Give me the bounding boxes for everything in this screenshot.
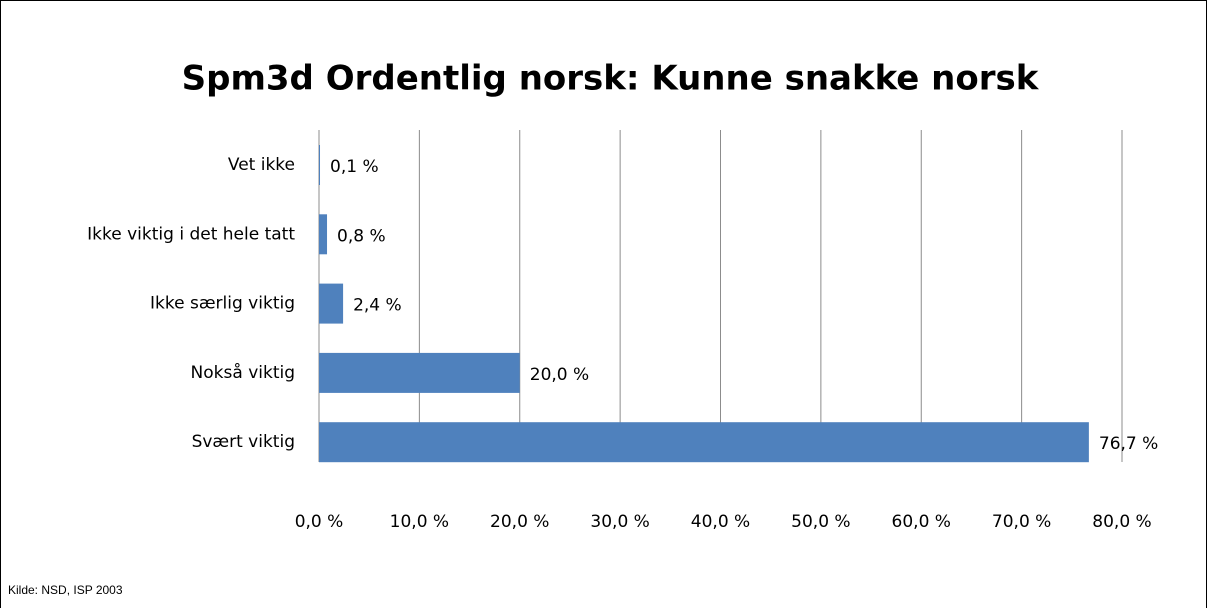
bar [319,145,321,185]
source-note: Kilde: NSD, ISP 2003 [8,583,123,597]
bar [319,352,520,393]
y-tick-label: Nokså viktig [191,362,295,383]
x-tick-label: 40,0 % [691,512,750,532]
value-label: 76,7 % [1099,434,1158,454]
bar [319,283,344,324]
x-tick-label: 10,0 % [390,512,449,532]
x-tick-label: 20,0 % [490,512,549,532]
value-label: 2,4 % [353,296,402,316]
x-tick-label: 0,0 % [295,512,344,532]
x-tick-label: 30,0 % [590,512,649,532]
value-label: 0,8 % [337,226,386,246]
y-tick-label: Svært viktig [192,432,295,452]
value-label: 20,0 % [530,365,589,385]
x-tick-label: 70,0 % [992,512,1051,532]
chart-title: Spm3d Ordentlig norsk: Kunne snakke nors… [182,59,1040,99]
x-tick-label: 50,0 % [791,512,850,532]
bar [319,422,1089,463]
value-label: 0,1 % [330,157,379,177]
x-tick-label: 80,0 % [1092,512,1151,532]
y-tick-label: Ikke viktig i det hele tatt [87,224,295,244]
y-tick-label: Ikke særlig viktig [150,294,295,314]
x-tick-label: 60,0 % [892,512,951,532]
y-tick-label: Vet ikke [228,155,295,175]
bar [319,214,328,255]
